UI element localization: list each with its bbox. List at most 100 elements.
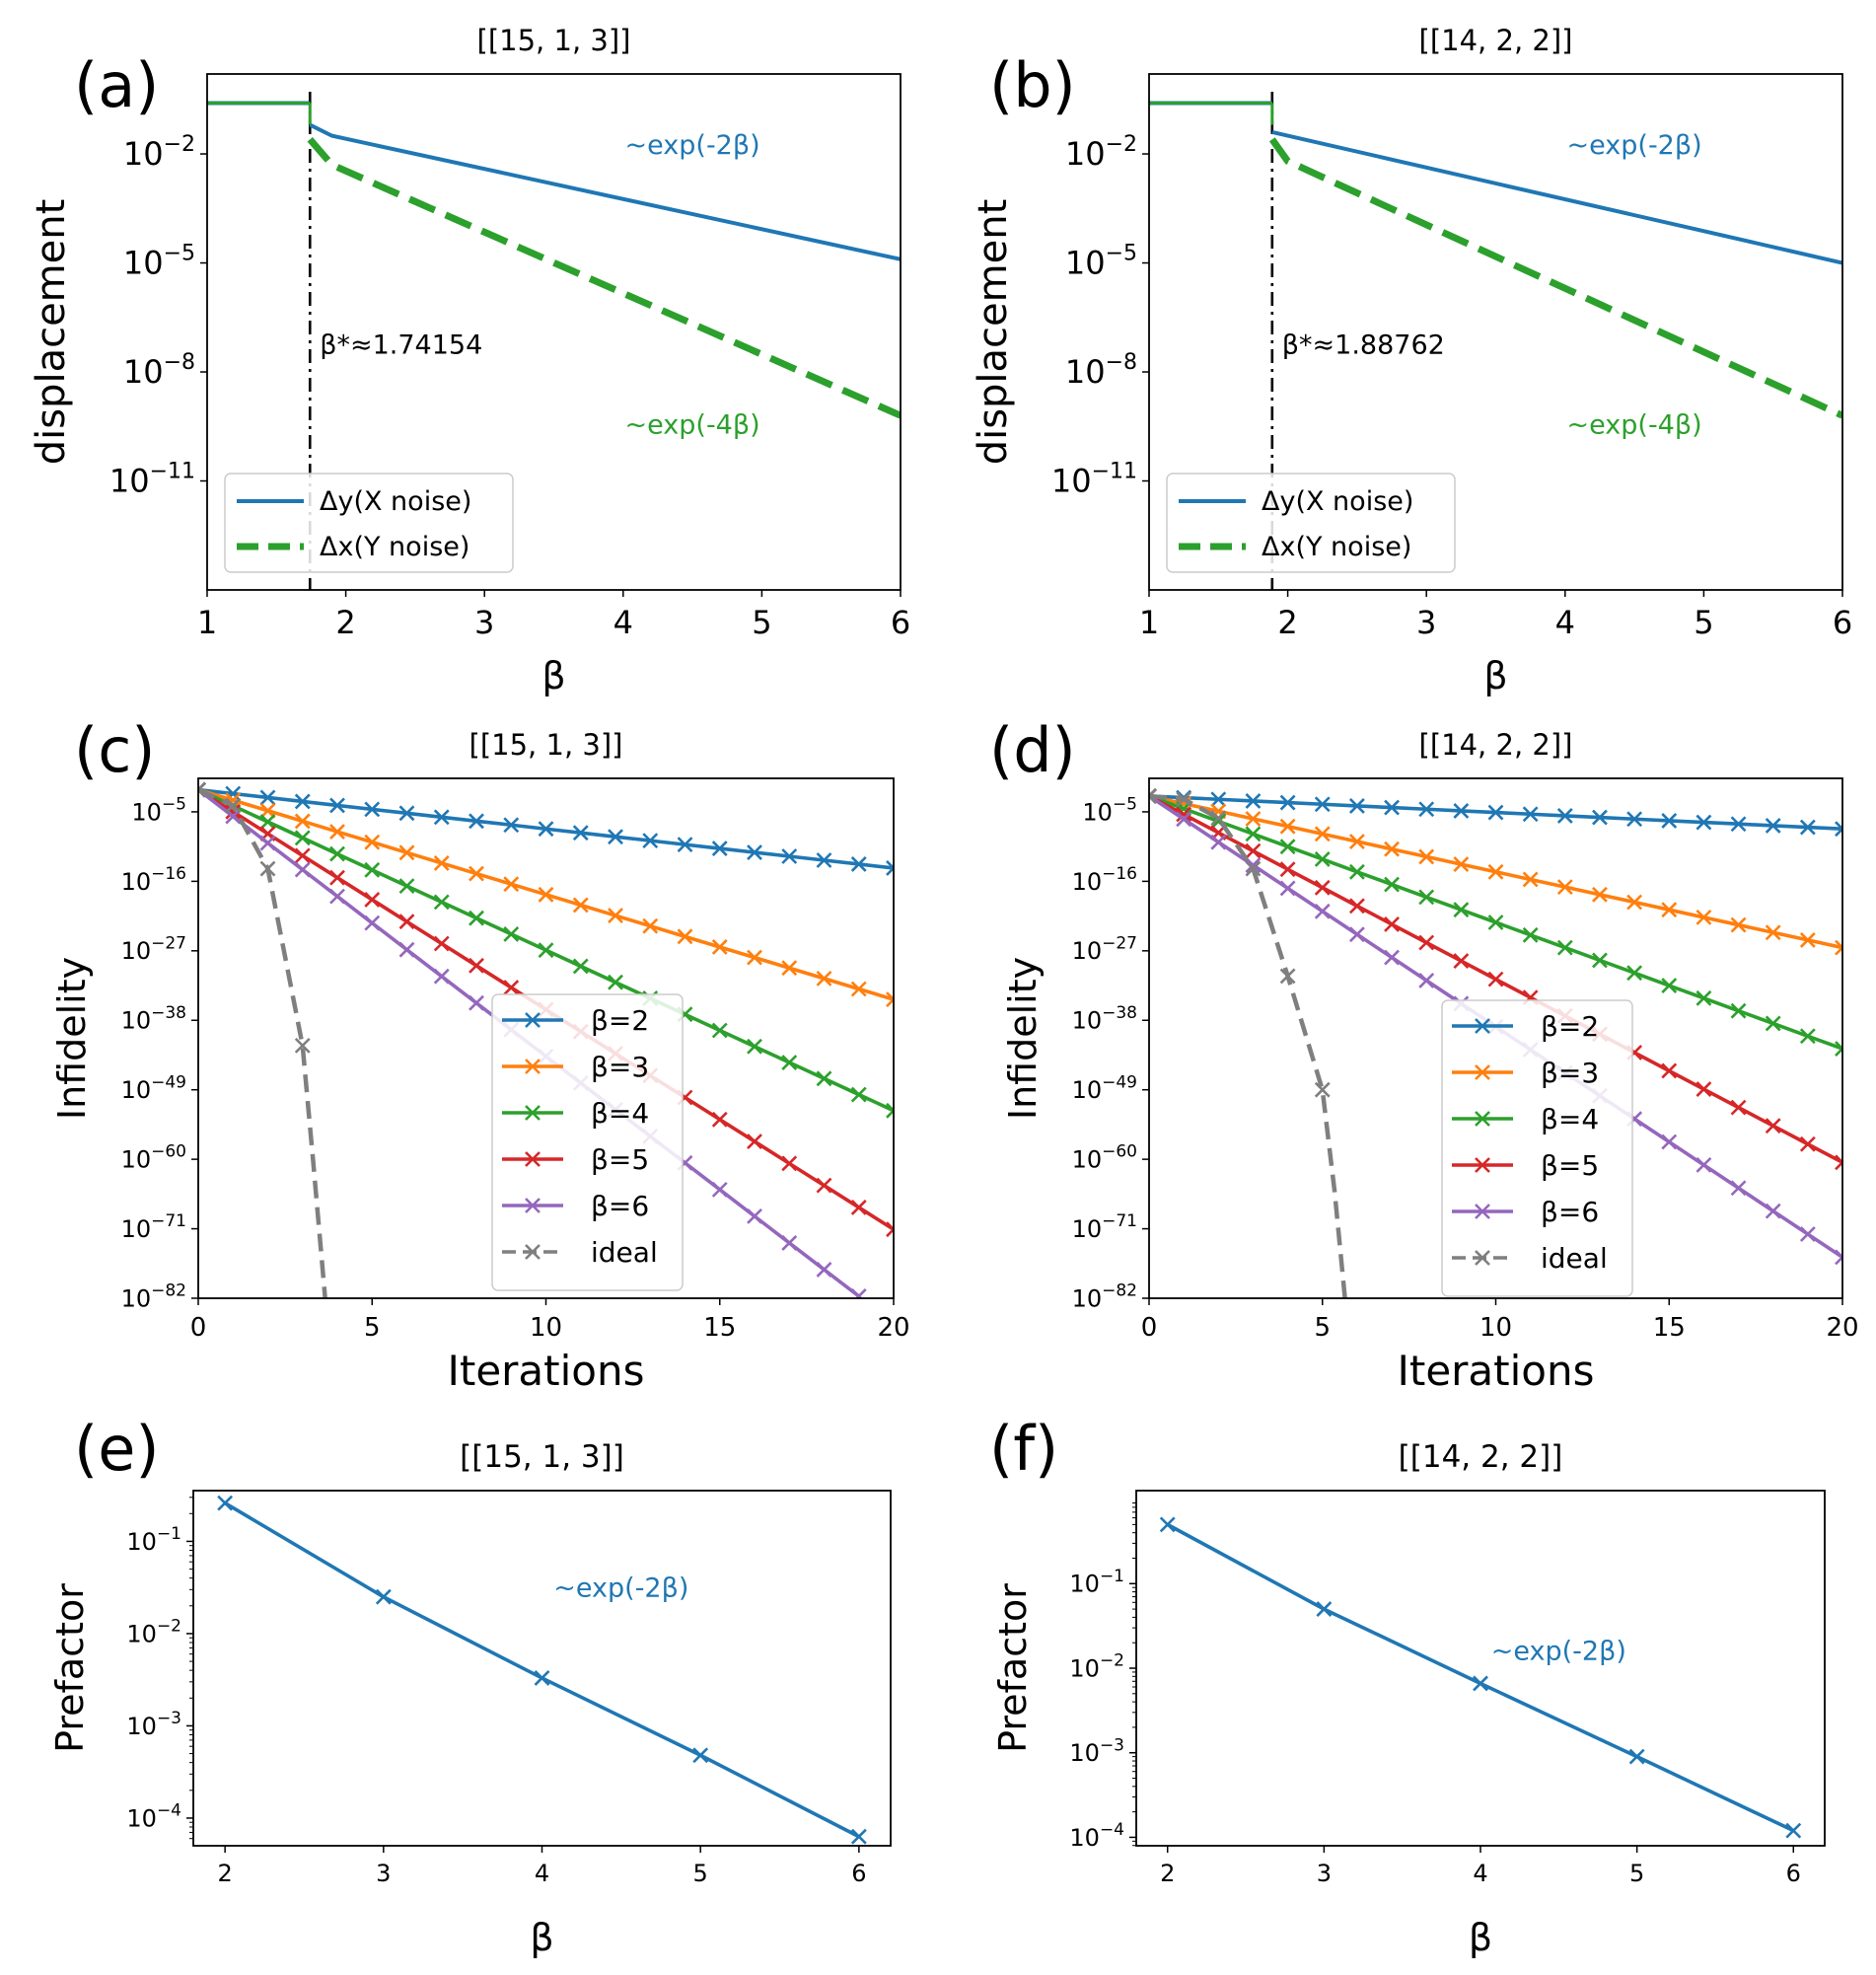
panel-a-annotation: ~exp(-4β) bbox=[625, 410, 760, 441]
panel-d-legend-marker bbox=[1475, 1250, 1490, 1266]
panel-d-data-point bbox=[1661, 1134, 1678, 1150]
panel-b-ytick-exponent: −11 bbox=[1092, 459, 1137, 483]
panel-d-data-point bbox=[1799, 1226, 1816, 1242]
panel-d-data-point bbox=[1799, 819, 1816, 836]
panel-c-series-line bbox=[198, 787, 327, 1298]
panel-c-data-point bbox=[747, 949, 762, 966]
panel-b-ytick-exponent: −5 bbox=[1106, 241, 1137, 265]
panel-a-ytick-label: 10−8 bbox=[123, 350, 195, 391]
panel-b-xtick-label: 1 bbox=[1139, 604, 1159, 641]
panel-a-legend bbox=[224, 473, 514, 573]
panel-d-data-point bbox=[1487, 971, 1504, 988]
panel-d-data-point bbox=[1245, 826, 1262, 842]
panel-c-ytick-base: 10 bbox=[121, 1007, 152, 1035]
panel-d-series-line bbox=[1149, 793, 1347, 1298]
panel-d-data-point bbox=[1418, 801, 1435, 818]
panel-c-data-point bbox=[711, 1022, 728, 1039]
panel-e-series-line bbox=[224, 1501, 860, 1839]
panel-c-ytick-exponent: −16 bbox=[151, 864, 186, 884]
panel-c-data-point bbox=[538, 821, 554, 838]
panel-f-ytick-label: 10−2 bbox=[1069, 1651, 1124, 1683]
panel-d-data-point bbox=[1176, 811, 1192, 828]
panel-d-data-point bbox=[1592, 952, 1608, 969]
panel-c-legend-label: β=4 bbox=[591, 1097, 649, 1130]
panel-d-data-point bbox=[1661, 902, 1678, 918]
panel-d-data-point bbox=[1279, 880, 1296, 897]
panel-d-xlabel: Iterations bbox=[1397, 1347, 1594, 1395]
panel-c-data-point bbox=[398, 914, 415, 930]
panel-b-series-line bbox=[1268, 137, 1842, 419]
panel-a-threshold-label: β*≈1.74154 bbox=[320, 330, 482, 361]
panel-d-data-point bbox=[1522, 926, 1539, 943]
panel-c-data-point bbox=[711, 1181, 728, 1198]
panel-c-ytick-label: 10−16 bbox=[121, 864, 186, 896]
panel-b-ytick-exponent: −8 bbox=[1106, 350, 1137, 375]
panel-e-ytick-exponent: −4 bbox=[157, 1801, 181, 1821]
panel-e-ytick-base: 10 bbox=[126, 1804, 157, 1832]
panel-a-series-line bbox=[307, 137, 901, 419]
panel-c-axes-frame bbox=[197, 777, 895, 1299]
panel-c-legend-marker bbox=[525, 1012, 541, 1028]
panel-e-title: [[15, 1, 3]] bbox=[460, 1439, 624, 1475]
panel-c-ytick-base: 10 bbox=[121, 1284, 152, 1312]
panel-a-ytick-base: 10 bbox=[109, 463, 150, 500]
panel-c-data-point bbox=[677, 928, 693, 945]
panel-d-data-point bbox=[1730, 816, 1747, 833]
panel-d-data-point bbox=[1556, 939, 1573, 956]
panel-b-annotation: ~exp(-2β) bbox=[1567, 130, 1702, 161]
panel-c-data-point bbox=[503, 876, 520, 893]
panel-d-data-point bbox=[1487, 863, 1504, 880]
panel-c-legend-marker bbox=[525, 1151, 541, 1167]
panel-f-title: [[14, 2, 2]] bbox=[1399, 1439, 1563, 1475]
panel-c-data-point bbox=[572, 958, 589, 975]
panel-e-ytick-label: 10−1 bbox=[126, 1524, 181, 1556]
panel-c-data-point bbox=[294, 813, 311, 830]
panel-d-data-point bbox=[1765, 924, 1781, 941]
panel-c-data-point bbox=[677, 837, 693, 853]
panel-c-data-point bbox=[329, 869, 345, 886]
panel-c-data-point bbox=[294, 1037, 311, 1054]
panel-a-ytick-exponent: −5 bbox=[164, 241, 195, 265]
panel-c-data-point bbox=[608, 829, 623, 845]
panel-c-data-point bbox=[816, 1177, 832, 1194]
panel-c-xtick-label: 5 bbox=[364, 1313, 381, 1343]
panel-c-data-point bbox=[886, 860, 894, 876]
panel-d-ytick-base: 10 bbox=[1072, 937, 1103, 965]
panel-b-xtick-label: 2 bbox=[1277, 604, 1297, 641]
panel-c-data-point bbox=[711, 1111, 728, 1128]
panel-d-data-point bbox=[1626, 965, 1643, 982]
panel-d-data-point bbox=[1487, 914, 1504, 930]
panel-c-data-point bbox=[747, 1038, 762, 1055]
panel-b-ytick-base: 10 bbox=[1051, 463, 1092, 500]
panel-e-ylabel: Prefactor bbox=[48, 1583, 92, 1753]
panel-f-xtick-label: 4 bbox=[1473, 1860, 1487, 1887]
panel-c-data-point bbox=[781, 848, 798, 864]
panel-b-xtick-label: 6 bbox=[1833, 604, 1852, 641]
panel-c-data-point bbox=[225, 803, 242, 820]
panel-d-data-point bbox=[1384, 949, 1400, 966]
panel-d-data-point bbox=[1835, 1249, 1842, 1266]
panel-d-data-point bbox=[1384, 915, 1400, 932]
panel-d-data-point bbox=[1626, 894, 1643, 911]
panel-c-legend-label: ideal bbox=[591, 1236, 658, 1269]
panel-c-data-point bbox=[781, 1055, 798, 1070]
panel-a-axes-frame bbox=[206, 73, 902, 591]
panel-a-series-line bbox=[309, 122, 901, 261]
panel-d-ytick-label: 10−60 bbox=[1072, 1142, 1137, 1174]
panel-d-data-point bbox=[1245, 811, 1262, 827]
panel-d-data-point bbox=[1592, 809, 1608, 826]
panel-c-title: [[15, 1, 3]] bbox=[469, 728, 623, 762]
panel-d-xtick-label: 0 bbox=[1141, 1313, 1158, 1343]
panel-d-data-point bbox=[1245, 857, 1262, 873]
panel-d-legend-label: β=2 bbox=[1541, 1010, 1599, 1043]
panel-c-data-point bbox=[747, 1134, 762, 1149]
panel-d-ytick-label: 10−5 bbox=[1082, 795, 1137, 827]
panel-a-plot-area bbox=[207, 92, 901, 590]
panel-d-data-point bbox=[1799, 932, 1816, 948]
panel-f-data-point bbox=[1316, 1601, 1333, 1618]
panel-d-data-point bbox=[1730, 1002, 1747, 1019]
panel-c-data-point bbox=[294, 861, 311, 878]
panel-b-ytick-exponent: −2 bbox=[1106, 132, 1137, 157]
